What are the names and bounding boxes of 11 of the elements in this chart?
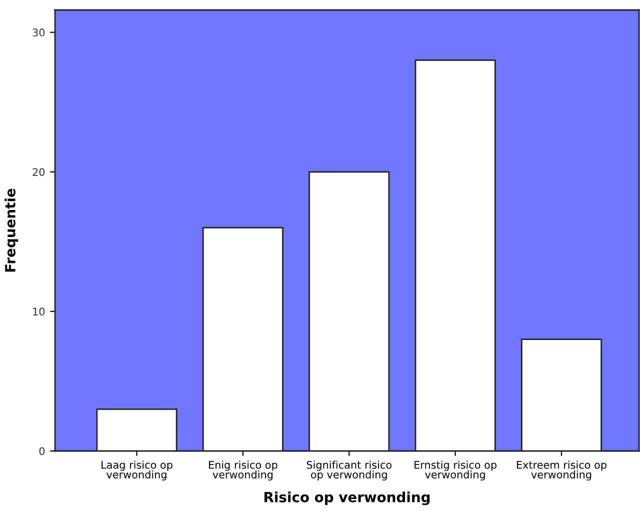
x-tick-label: Significant risico op verwonding <box>306 460 392 480</box>
y-tick-label: 30 <box>32 28 45 36</box>
y-axis-title: Frequentie <box>4 188 18 272</box>
x-tick-label: Enig risico op verwonding <box>209 460 278 480</box>
x-tick-label: Ernstig risico op verwonding <box>414 460 496 480</box>
y-tick-label: 20 <box>32 168 45 176</box>
y-tick-label: 10 <box>33 308 45 316</box>
x-tick-label: Laag risico op verwonding <box>102 460 172 480</box>
y-tick-label: 0 <box>39 447 45 456</box>
x-axis-title: Risico op verwonding <box>264 492 430 506</box>
x-tick-label: Extreem risico op verwonding <box>516 460 606 480</box>
